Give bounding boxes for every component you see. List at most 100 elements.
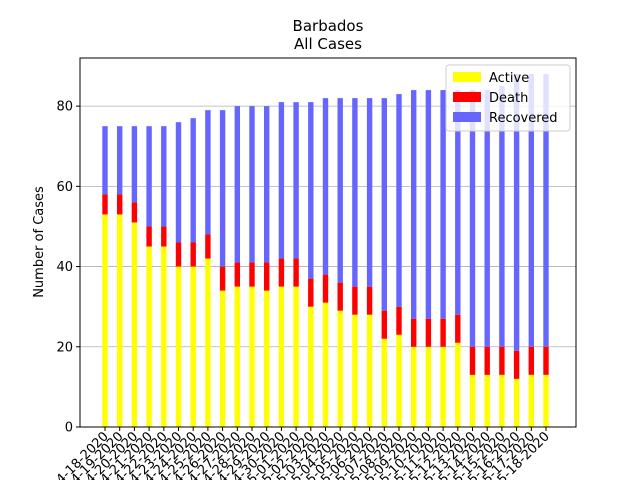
bar-recovered xyxy=(366,98,373,287)
bar-death xyxy=(205,234,211,259)
bar-recovered xyxy=(264,106,270,263)
bar-death xyxy=(499,346,505,375)
chart-subtitle: All Cases xyxy=(294,35,362,53)
bar-death xyxy=(484,346,490,375)
bar-recovered xyxy=(455,90,461,315)
bar-active xyxy=(190,266,196,427)
bar-active xyxy=(205,258,211,427)
bar-recovered xyxy=(337,98,343,283)
bar-active xyxy=(352,314,358,427)
bar-recovered xyxy=(102,126,108,195)
y-tick-label: 80 xyxy=(56,100,73,115)
bar-death xyxy=(411,318,417,347)
bar-death xyxy=(528,346,534,375)
bar-active xyxy=(425,346,432,427)
bar-recovered xyxy=(352,98,358,287)
bar-active xyxy=(337,310,343,427)
bar-death xyxy=(234,262,240,287)
bar-active xyxy=(469,374,476,427)
y-axis-label: Number of Cases xyxy=(32,186,47,298)
bars xyxy=(102,74,549,427)
bar-death xyxy=(308,278,314,307)
bar-death xyxy=(146,226,152,247)
bar-death xyxy=(513,350,520,379)
bar-death xyxy=(322,274,329,303)
bar-recovered xyxy=(234,106,240,263)
bar-recovered xyxy=(396,94,402,307)
plot-frame xyxy=(79,57,577,428)
bar-active xyxy=(528,374,534,427)
bar-active xyxy=(175,266,182,427)
bar-active xyxy=(131,222,138,427)
bar-recovered xyxy=(205,110,211,235)
bar-death xyxy=(249,262,255,287)
bar-death xyxy=(117,194,123,215)
bar-death xyxy=(161,226,167,247)
bar-death xyxy=(469,346,476,375)
legend-swatch-recovered xyxy=(453,112,481,122)
bar-death xyxy=(366,286,373,315)
bar-recovered xyxy=(484,90,490,347)
bar-active xyxy=(146,246,152,427)
legend-label-recovered: Recovered xyxy=(489,111,558,126)
bar-death xyxy=(175,242,182,267)
bar-death xyxy=(190,242,196,267)
bar-death xyxy=(278,258,285,287)
legend-label-active: Active xyxy=(489,71,529,86)
bar-active xyxy=(396,334,402,427)
bar-death xyxy=(396,306,402,335)
bar-active xyxy=(484,374,490,427)
bar-recovered xyxy=(308,102,314,279)
bar-active xyxy=(293,286,299,427)
bar-active xyxy=(117,214,123,427)
bar-active xyxy=(440,346,446,427)
legend-swatch-active xyxy=(453,72,481,82)
bar-active xyxy=(455,342,461,427)
bar-death xyxy=(543,346,549,375)
legend-swatch-death xyxy=(453,92,481,102)
bar-recovered xyxy=(322,98,329,275)
bar-active xyxy=(102,214,108,427)
bar-recovered xyxy=(381,98,387,311)
bar-death xyxy=(455,314,461,343)
bar-recovered xyxy=(278,102,285,259)
bar-active xyxy=(264,290,270,427)
bar-death xyxy=(425,318,432,347)
y-axis: 0 20 40 60 80 xyxy=(56,100,80,436)
legend: Active Death Recovered xyxy=(445,64,571,132)
bar-recovered xyxy=(146,126,152,227)
bar-recovered xyxy=(219,110,226,267)
bar-death xyxy=(219,266,226,291)
bar-death xyxy=(381,310,387,339)
y-tick-label: 40 xyxy=(56,260,73,275)
bar-death xyxy=(264,262,270,291)
bar-recovered xyxy=(131,126,138,203)
bar-recovered xyxy=(499,86,505,347)
bar-active xyxy=(366,314,373,427)
bar-death xyxy=(440,318,446,347)
y-tick-label: 60 xyxy=(56,180,73,195)
bar-death xyxy=(293,258,299,287)
bar-recovered xyxy=(543,74,549,347)
bar-death xyxy=(352,286,358,315)
bar-active xyxy=(381,338,387,427)
bar-active xyxy=(308,306,314,427)
bar-recovered xyxy=(175,122,182,243)
y-tick-label: 20 xyxy=(56,340,73,355)
bar-death xyxy=(102,194,108,215)
legend-label-death: Death xyxy=(489,91,528,106)
bar-active xyxy=(513,378,520,427)
bar-active xyxy=(278,286,285,427)
bar-recovered xyxy=(293,102,299,259)
bar-recovered xyxy=(117,126,123,195)
bar-recovered xyxy=(469,90,476,347)
bar-death xyxy=(337,282,343,311)
bar-recovered xyxy=(190,118,196,243)
bar-recovered xyxy=(249,106,255,263)
bar-active xyxy=(161,246,167,427)
bar-recovered xyxy=(161,126,167,227)
bar-recovered xyxy=(528,74,534,347)
bar-recovered xyxy=(440,90,446,319)
bar-active xyxy=(322,302,329,427)
